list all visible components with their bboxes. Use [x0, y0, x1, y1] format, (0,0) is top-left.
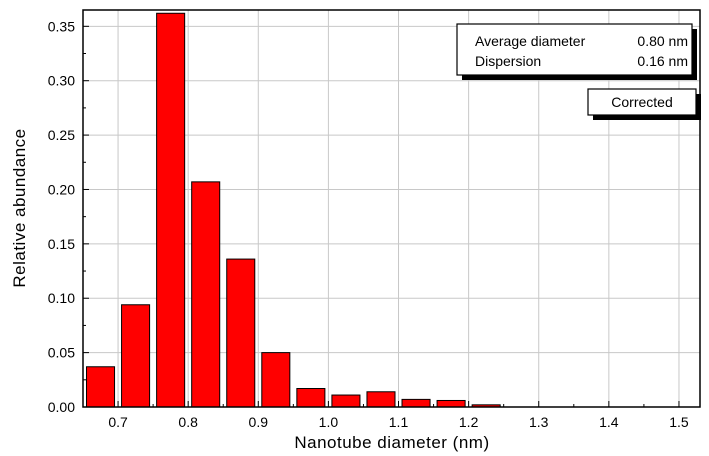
- bar: [366, 391, 396, 408]
- x-tick-label: 1.1: [389, 414, 409, 430]
- y-tick-label: 0.30: [48, 73, 75, 89]
- y-tick-label: 0.05: [48, 345, 75, 361]
- x-axis-title: Nanotube diameter (nm): [294, 433, 489, 452]
- bar: [261, 352, 291, 408]
- dispersion-label: Dispersion: [475, 53, 541, 69]
- x-tick-label: 1.4: [599, 414, 619, 430]
- x-tick-label: 0.9: [249, 414, 269, 430]
- y-tick-label: 0.00: [48, 399, 75, 415]
- x-tick-label: 1.2: [459, 414, 479, 430]
- y-tick-label: 0.15: [48, 236, 75, 252]
- corrected-label: Corrected: [611, 94, 672, 110]
- bar: [296, 388, 326, 408]
- corrected-badge-frame: [587, 88, 697, 116]
- bar: [191, 181, 221, 408]
- y-tick-label: 0.25: [48, 127, 75, 143]
- x-tick-label: 1.3: [529, 414, 549, 430]
- bar: [331, 394, 361, 408]
- y-axis-title: Relative abundance: [10, 128, 29, 287]
- x-tick-labels: 0.7 0.8 0.9 1.0 1.1 1.2 1.3 1.4 1.5: [108, 414, 689, 430]
- bar: [156, 12, 186, 408]
- plot-frame: [82, 9, 701, 408]
- bar: [86, 366, 116, 408]
- bar: [436, 399, 466, 408]
- bar: [121, 304, 151, 408]
- bar: [401, 398, 431, 408]
- x-tick-label: 0.7: [108, 414, 128, 430]
- bar: [226, 258, 256, 408]
- y-tick-label: 0.35: [48, 18, 75, 34]
- y-tick-label: 0.20: [48, 181, 75, 197]
- y-tick-label: 0.10: [48, 290, 75, 306]
- x-tick-label: 1.5: [669, 414, 689, 430]
- corrected-badge: Corrected: [587, 88, 701, 120]
- stats-box-frame: [456, 23, 693, 76]
- avg-diameter-label: Average diameter: [475, 33, 586, 49]
- axis-ticks: [82, 25, 680, 408]
- avg-diameter-value: 0.80 nm: [637, 33, 688, 49]
- dispersion-value: 0.16 nm: [637, 53, 688, 69]
- x-tick-label: 0.8: [178, 414, 198, 430]
- y-tick-labels: 0.00 0.05 0.10 0.15 0.20 0.25 0.30 0.35: [48, 18, 75, 415]
- bars: [86, 12, 501, 408]
- x-tick-label: 1.0: [319, 414, 339, 430]
- stats-box: Average diameter 0.80 nm Dispersion 0.16…: [456, 23, 697, 80]
